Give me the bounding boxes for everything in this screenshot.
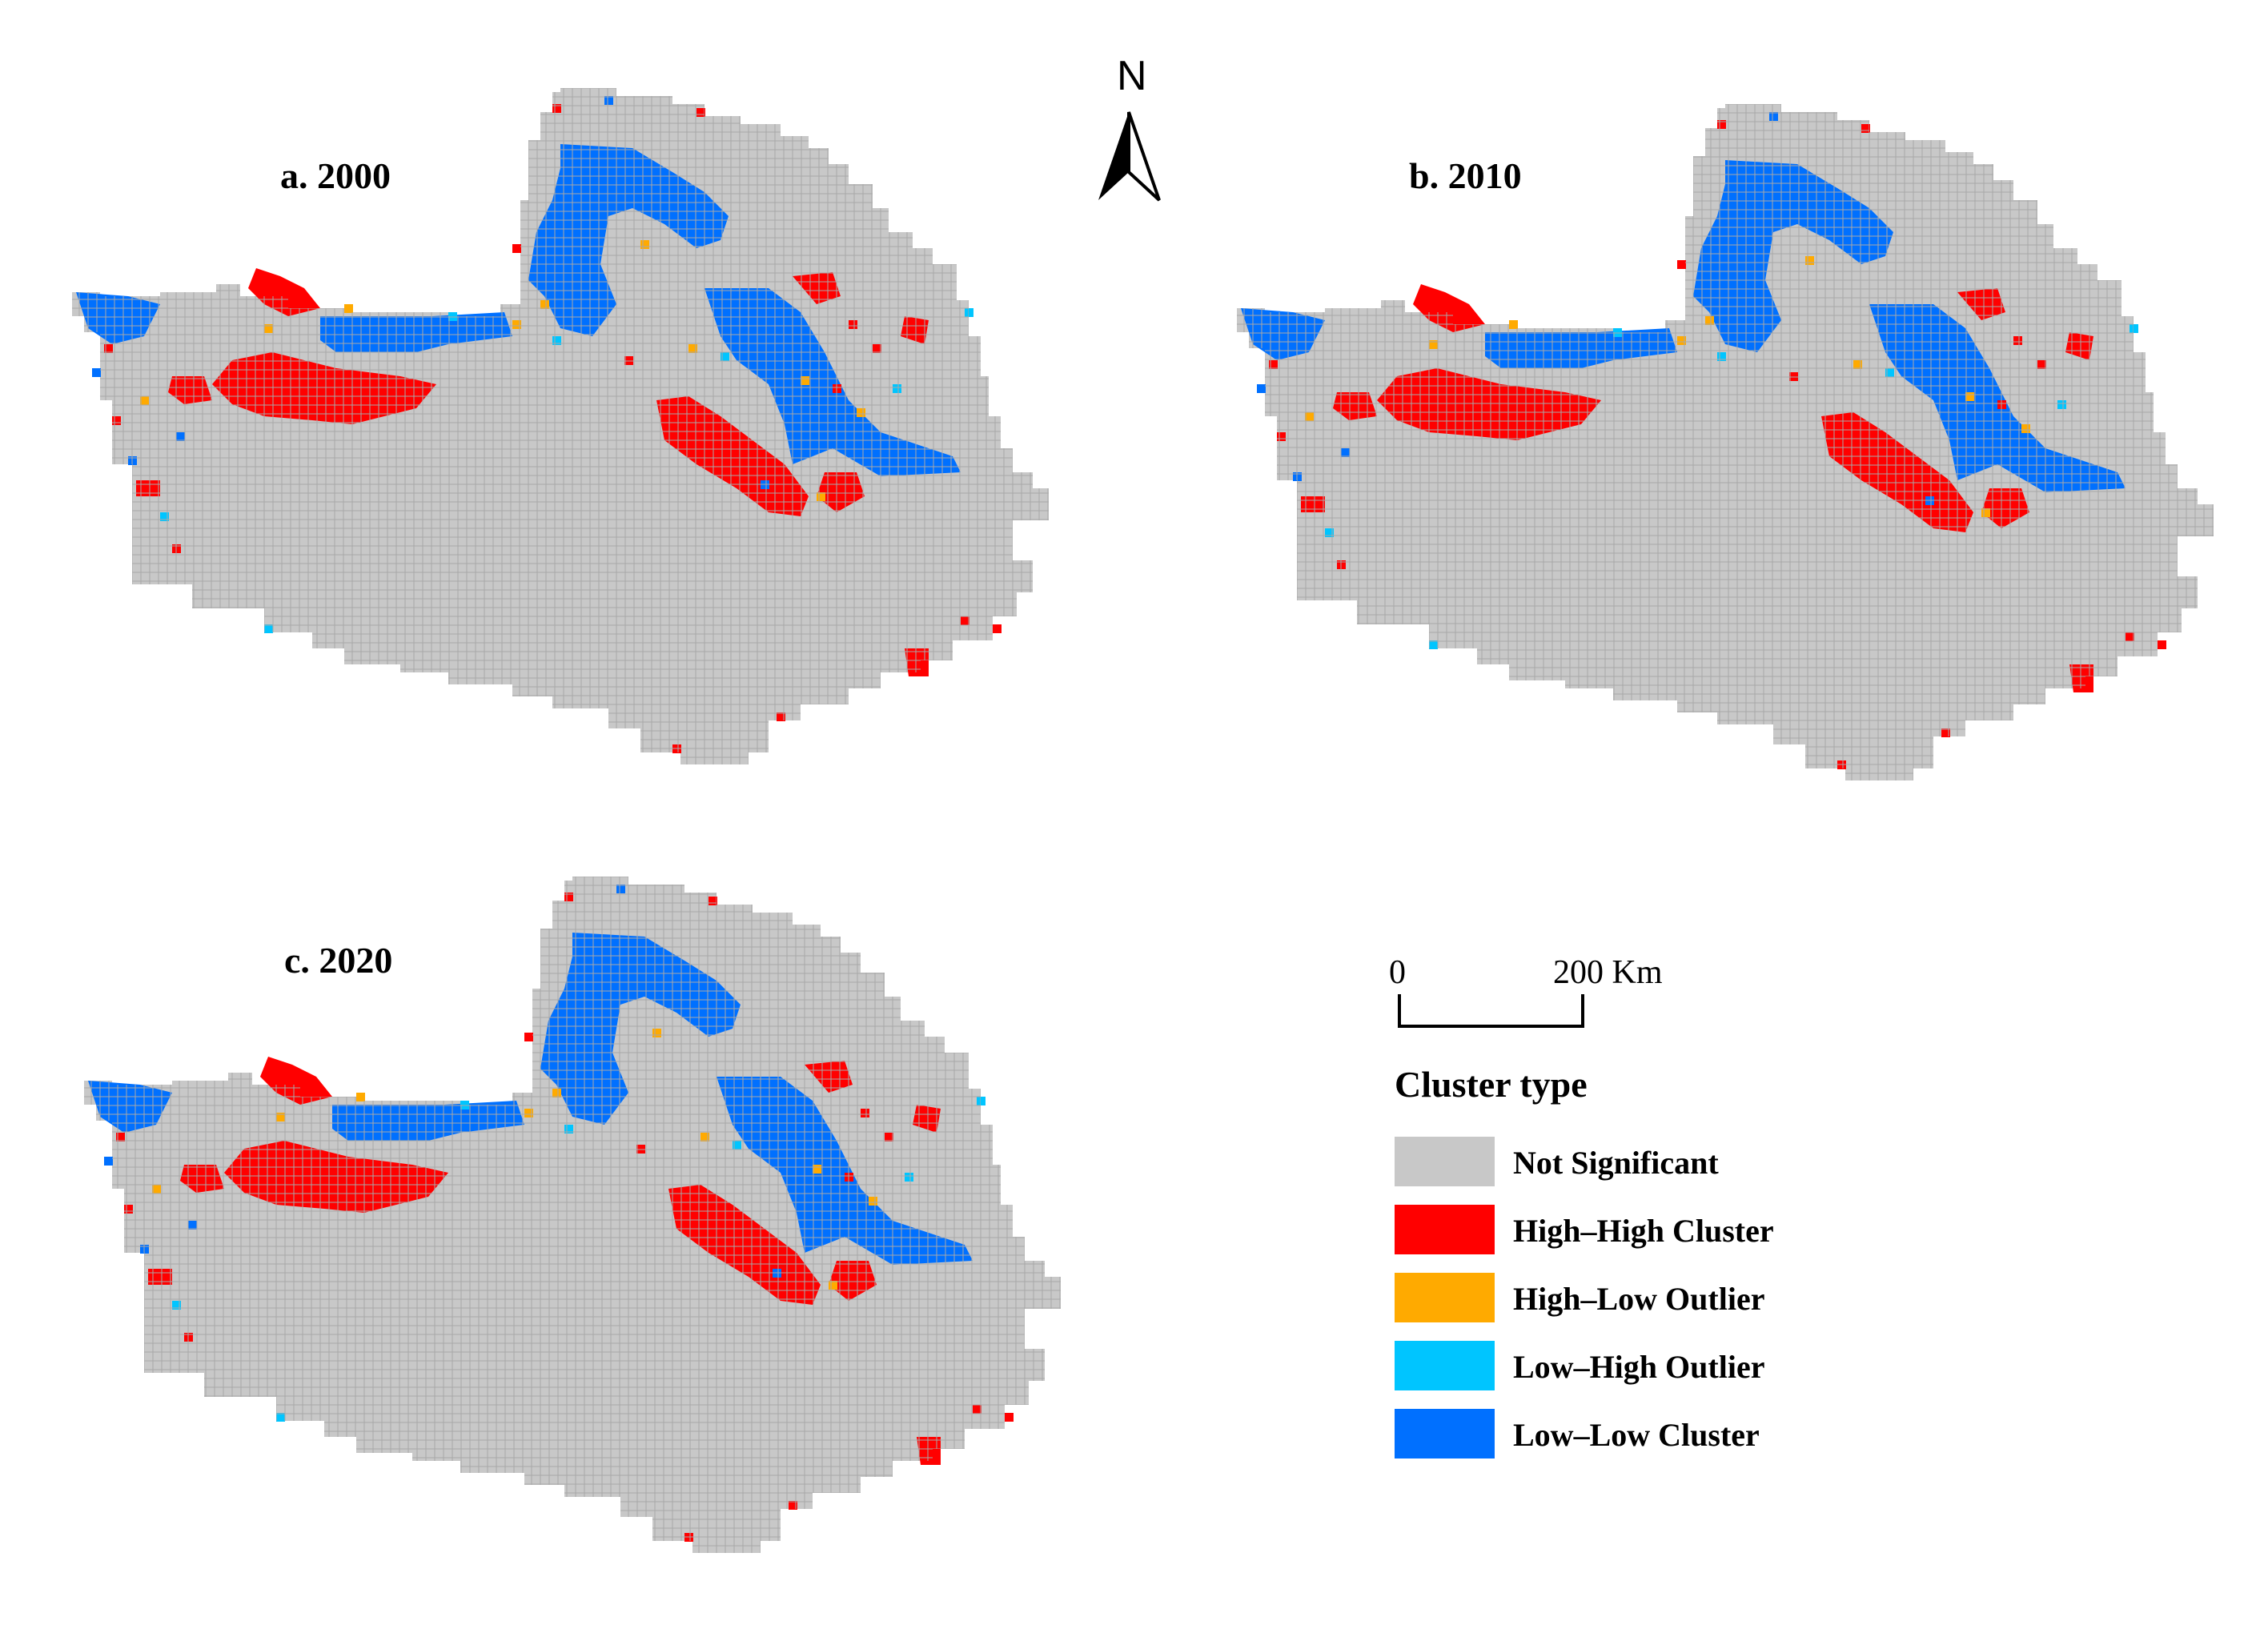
legend-item-high-low: High–Low Outlier <box>1395 1273 1764 1322</box>
legend-swatch <box>1395 1273 1495 1322</box>
grid-overlay <box>72 88 1049 764</box>
legend-label: Not Significant <box>1513 1145 1719 1181</box>
north-arrow-right-half <box>1127 111 1161 202</box>
cluster-cell <box>977 1097 985 1105</box>
cluster-cell <box>1509 320 1518 329</box>
north-arrow: N <box>1098 53 1161 202</box>
legend-swatch <box>1395 1205 1495 1254</box>
panel-title: b. 2010 <box>1409 155 1522 196</box>
legend-label: Low–Low Cluster <box>1513 1417 1760 1453</box>
legend-item-high-high: High–High Cluster <box>1395 1205 1774 1254</box>
region-map <box>84 877 1061 1553</box>
cluster-cell <box>993 624 1002 633</box>
scale-end-label: 200 Km <box>1553 954 1663 991</box>
legend-item-not-significant: Not Significant <box>1395 1137 1719 1186</box>
cluster-cell <box>344 304 353 313</box>
legend-label: Low–High Outlier <box>1513 1349 1764 1385</box>
legend-swatch <box>1395 1341 1495 1390</box>
region-map <box>72 88 1049 764</box>
map-panel-2010: b. 2010 <box>1237 104 2214 780</box>
legend-item-low-low: Low–Low Cluster <box>1395 1409 1760 1458</box>
cluster-cell <box>512 244 521 253</box>
legend-item-low-high: Low–High Outlier <box>1395 1341 1764 1390</box>
panel-title: a. 2000 <box>280 155 391 196</box>
cluster-cell <box>2130 324 2138 333</box>
legend-swatch <box>1395 1409 1495 1458</box>
scale-bar: 0 200 Km <box>1389 954 1663 1028</box>
legend-swatch <box>1395 1137 1495 1186</box>
map-panel-2020: c. 2020 <box>84 877 1061 1553</box>
cluster-cell <box>1257 384 1266 393</box>
grid-overlay <box>1237 104 2214 780</box>
grid-overlay <box>84 877 1061 1553</box>
panel-title: c. 2020 <box>284 940 392 981</box>
cluster-cell <box>1677 260 1686 269</box>
cluster-cell <box>2158 640 2166 649</box>
legend-label: High–Low Outlier <box>1513 1281 1764 1317</box>
scale-start-label: 0 <box>1389 954 1406 991</box>
cluster-cell <box>524 1033 533 1041</box>
legend-title: Cluster type <box>1395 1064 1588 1105</box>
cluster-cell <box>1005 1413 1014 1422</box>
cluster-cell <box>965 308 973 317</box>
scale-bar-line <box>1398 994 1584 1028</box>
cluster-cell <box>92 368 101 377</box>
legend-label: High–High Cluster <box>1513 1213 1774 1249</box>
map-panel-2000: a. 2000 <box>72 88 1049 764</box>
north-arrow-left-half <box>1098 112 1129 200</box>
legend: Cluster type Not Significant High–High C… <box>1395 1064 1774 1458</box>
cluster-cell <box>104 1157 113 1166</box>
region-map <box>1237 104 2214 780</box>
cluster-cell <box>356 1093 365 1101</box>
north-label: N <box>1117 53 1147 99</box>
